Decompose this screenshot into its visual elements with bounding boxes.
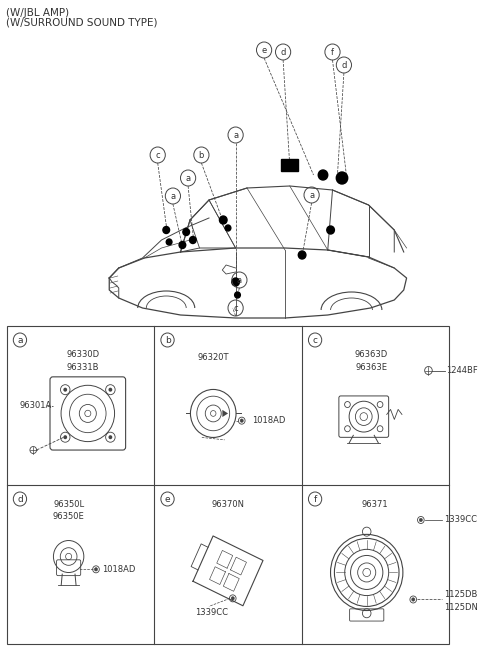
Circle shape bbox=[235, 292, 240, 298]
Text: 96363D: 96363D bbox=[355, 350, 388, 359]
Bar bbox=[281, 159, 298, 171]
Text: (W/JBL AMP): (W/JBL AMP) bbox=[6, 8, 69, 18]
Text: c: c bbox=[233, 304, 238, 313]
Text: 1125DN: 1125DN bbox=[444, 603, 478, 612]
Circle shape bbox=[108, 388, 112, 391]
Text: c: c bbox=[156, 151, 160, 160]
Circle shape bbox=[298, 251, 306, 259]
Text: d: d bbox=[17, 494, 23, 503]
Text: a: a bbox=[233, 130, 238, 140]
Text: 96370N: 96370N bbox=[212, 499, 244, 508]
Text: 96331B: 96331B bbox=[67, 363, 99, 372]
Circle shape bbox=[336, 172, 348, 184]
Text: a: a bbox=[309, 191, 314, 200]
Text: 96301A: 96301A bbox=[20, 401, 52, 410]
Text: 1125DB: 1125DB bbox=[444, 590, 477, 599]
Circle shape bbox=[231, 597, 234, 600]
Text: d: d bbox=[280, 48, 286, 56]
Text: 96363E: 96363E bbox=[355, 363, 387, 372]
Circle shape bbox=[411, 598, 415, 601]
Text: a: a bbox=[17, 335, 23, 344]
Circle shape bbox=[63, 388, 67, 391]
Text: 96330D: 96330D bbox=[67, 350, 100, 359]
Text: f: f bbox=[331, 48, 334, 56]
Circle shape bbox=[419, 518, 422, 522]
Circle shape bbox=[318, 170, 328, 180]
Text: e: e bbox=[165, 494, 170, 503]
Text: d: d bbox=[341, 61, 347, 70]
Text: a: a bbox=[237, 275, 242, 284]
Text: 1018AD: 1018AD bbox=[102, 565, 135, 574]
Text: 96350L: 96350L bbox=[53, 499, 84, 508]
Circle shape bbox=[179, 242, 186, 249]
Polygon shape bbox=[222, 410, 228, 417]
Circle shape bbox=[225, 225, 231, 231]
Text: 96350E: 96350E bbox=[53, 512, 84, 521]
Circle shape bbox=[166, 239, 172, 245]
Text: b: b bbox=[199, 151, 204, 160]
Text: 96320T: 96320T bbox=[197, 353, 229, 362]
Circle shape bbox=[240, 419, 243, 422]
Text: a: a bbox=[186, 174, 191, 183]
Text: (W/SURROUND SOUND TYPE): (W/SURROUND SOUND TYPE) bbox=[6, 17, 157, 27]
Text: c: c bbox=[312, 335, 318, 344]
Circle shape bbox=[163, 227, 169, 233]
Text: a: a bbox=[170, 191, 176, 200]
Text: 1018AD: 1018AD bbox=[252, 416, 285, 425]
Circle shape bbox=[232, 278, 240, 286]
Text: f: f bbox=[313, 494, 317, 503]
Text: 96371: 96371 bbox=[361, 499, 388, 508]
Text: b: b bbox=[165, 335, 170, 344]
Text: 1244BF: 1244BF bbox=[446, 366, 478, 375]
Circle shape bbox=[190, 236, 196, 244]
Circle shape bbox=[95, 568, 97, 571]
Circle shape bbox=[63, 435, 67, 439]
Bar bbox=[7, 326, 449, 644]
Circle shape bbox=[327, 226, 335, 234]
Circle shape bbox=[108, 435, 112, 439]
Circle shape bbox=[219, 216, 227, 224]
Text: e: e bbox=[262, 45, 267, 54]
Circle shape bbox=[183, 229, 190, 236]
Text: 1339CC: 1339CC bbox=[195, 608, 228, 617]
Text: 1339CC: 1339CC bbox=[444, 516, 477, 525]
